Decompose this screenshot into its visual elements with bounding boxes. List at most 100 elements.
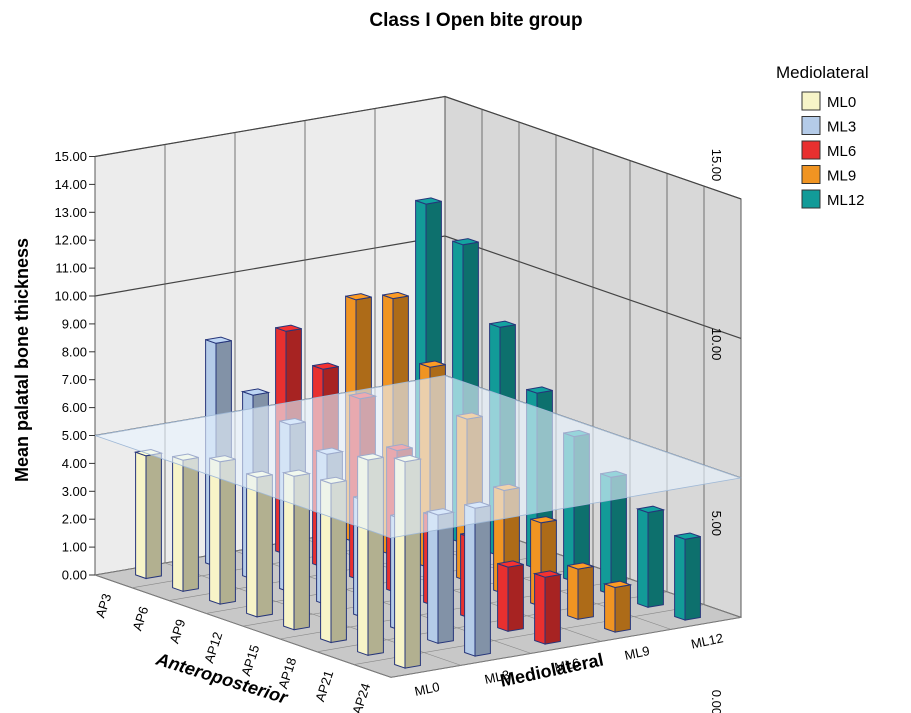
reference-plane bbox=[94, 375, 742, 539]
y-tick-label: 10.00 bbox=[54, 289, 87, 304]
bar bbox=[602, 580, 633, 633]
legend-label: ML6 bbox=[827, 143, 856, 160]
y-tick-label: 7.00 bbox=[62, 372, 87, 387]
bar-front-face bbox=[209, 457, 221, 605]
legend-label: ML9 bbox=[827, 168, 856, 185]
legend: Mediolateral ML0 ML3 ML6 ML9 ML12 bbox=[776, 63, 869, 209]
y-tick-label-right: 10.00 bbox=[709, 328, 724, 361]
bar-top-face bbox=[345, 293, 372, 301]
y-tick-label: 2.00 bbox=[62, 512, 87, 527]
z-category-label: ML6 bbox=[553, 655, 581, 675]
y-tick-label: 9.00 bbox=[62, 316, 87, 331]
bar-front-face bbox=[246, 473, 258, 618]
bar-side-face bbox=[577, 565, 594, 620]
bar-side-face bbox=[507, 563, 524, 632]
bar-top-face bbox=[489, 320, 516, 328]
bar-side-face bbox=[544, 573, 561, 645]
y-tick-label: 0.00 bbox=[62, 568, 87, 583]
bar-top-face bbox=[602, 580, 633, 589]
legend-swatch bbox=[801, 189, 821, 209]
bar-top-face bbox=[419, 360, 446, 368]
legend-title: Mediolateral bbox=[776, 63, 869, 82]
bar-side-face bbox=[474, 505, 491, 657]
bar-top-face bbox=[497, 560, 524, 568]
y-tick-label: 1.00 bbox=[62, 540, 87, 555]
legend-label: ML12 bbox=[827, 192, 865, 209]
bar-top-face bbox=[567, 562, 594, 570]
bar-top-face bbox=[415, 197, 442, 205]
bar-top-face bbox=[382, 291, 409, 300]
bar-side-face bbox=[684, 536, 701, 621]
z-category-label: ML3 bbox=[483, 667, 511, 687]
bar bbox=[209, 455, 236, 605]
y-tick-label: 13.00 bbox=[54, 205, 87, 220]
bar bbox=[172, 453, 199, 593]
y-tick-label: 4.00 bbox=[62, 456, 87, 471]
bar-side-face bbox=[647, 509, 664, 608]
bar-top-face bbox=[275, 324, 302, 332]
bar-front-face bbox=[497, 562, 509, 633]
bar bbox=[567, 562, 594, 621]
y-tick-label: 3.00 bbox=[62, 484, 87, 499]
y-tick-label: 5.00 bbox=[62, 428, 87, 443]
z-category-label: ML9 bbox=[623, 643, 651, 663]
x-category-label: AP9 bbox=[166, 617, 188, 645]
legend-swatch bbox=[801, 140, 821, 160]
bar-side-face bbox=[145, 452, 162, 580]
y-tick-label: 15.00 bbox=[54, 149, 87, 164]
z-category-label: ML12 bbox=[690, 630, 725, 651]
bar-top-face bbox=[205, 336, 232, 344]
bar bbox=[133, 448, 164, 580]
legend-swatch bbox=[801, 165, 821, 184]
bar bbox=[464, 501, 491, 657]
y-axis-title: Mean palatal bone thickness bbox=[12, 238, 32, 482]
y-tick-label: 8.00 bbox=[62, 344, 87, 359]
y-tick-label-right: 5.00 bbox=[709, 511, 724, 536]
bar-top-face bbox=[635, 505, 666, 514]
x-category-label: AP12 bbox=[201, 630, 225, 665]
y-tick-label-right: 0.00 bbox=[709, 690, 724, 713]
bar-top-face bbox=[530, 516, 557, 524]
bar bbox=[497, 560, 524, 633]
x-category-label: AP21 bbox=[312, 668, 336, 703]
chart-title: Class I Open bite group bbox=[369, 10, 582, 31]
bar-top-face bbox=[526, 386, 553, 394]
bar-front-face bbox=[567, 564, 579, 621]
bar-top-face bbox=[674, 532, 701, 540]
y-tick-label: 11.00 bbox=[55, 261, 87, 276]
y-tick-label-right: 15.00 bbox=[709, 149, 724, 182]
z-category-label: ML0 bbox=[413, 679, 441, 699]
floor-gridline bbox=[94, 574, 392, 678]
legend-label: ML3 bbox=[827, 119, 856, 136]
bar-front-face bbox=[534, 572, 546, 645]
bar-side-face bbox=[614, 584, 631, 633]
x-category-label: AP3 bbox=[92, 592, 114, 620]
floor-gridline bbox=[390, 617, 742, 678]
y-tick-label: 14.00 bbox=[54, 177, 87, 192]
bar-front-face bbox=[464, 504, 476, 657]
bar-front-face bbox=[172, 455, 184, 593]
bars bbox=[94, 197, 742, 669]
bar-top-face bbox=[240, 388, 271, 396]
bar-front-face bbox=[674, 534, 686, 621]
x-category-label: AP24 bbox=[349, 681, 373, 713]
bar-top-face bbox=[532, 570, 563, 578]
bar bbox=[674, 532, 701, 621]
y-tick-label: 6.00 bbox=[62, 400, 87, 415]
bar-side-face bbox=[437, 511, 454, 644]
bar bbox=[635, 505, 666, 609]
legend-swatch bbox=[801, 116, 821, 135]
bar bbox=[425, 508, 456, 645]
bar bbox=[532, 570, 563, 645]
x-axis-title: Anteroposterior bbox=[153, 649, 291, 708]
bar-front-face bbox=[637, 508, 649, 609]
bar-front-face bbox=[604, 583, 616, 633]
x-category-label: AP15 bbox=[238, 643, 262, 678]
bar-front-face bbox=[135, 451, 147, 580]
y-tick-label: 12.00 bbox=[54, 233, 87, 248]
x-category-label: AP6 bbox=[129, 604, 151, 632]
legend-swatch bbox=[801, 91, 821, 111]
bar-top-face bbox=[452, 238, 479, 246]
bar-top-face bbox=[312, 362, 339, 370]
